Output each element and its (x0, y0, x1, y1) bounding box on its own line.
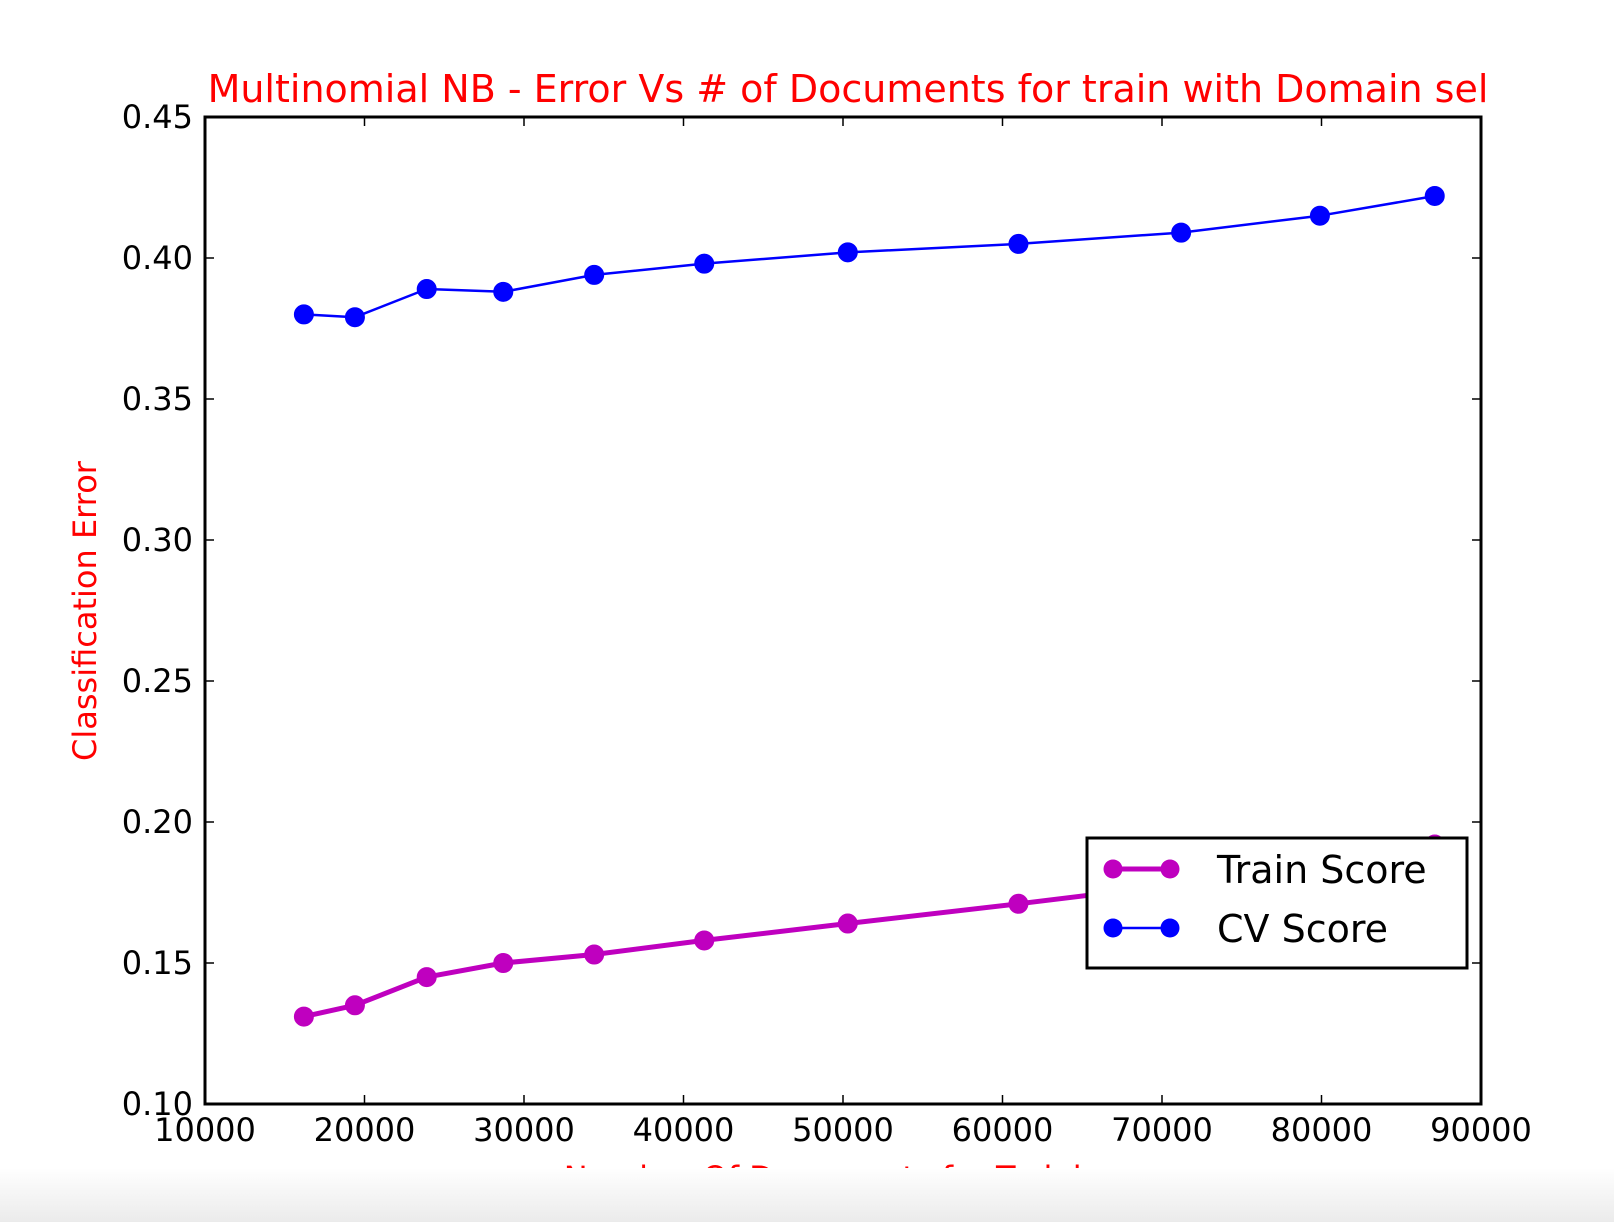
data-point-train-score (293, 1006, 314, 1027)
x-tick-label: 30000 (473, 1111, 575, 1149)
chart-title: Multinomial NB - Error Vs # of Documents… (208, 67, 1489, 111)
y-tick-label: 0.40 (122, 239, 193, 277)
y-tick-label: 0.25 (122, 662, 193, 700)
x-tick-label: 20000 (314, 1111, 416, 1149)
data-point-train-score (584, 944, 605, 965)
data-point-cv-score (344, 307, 365, 328)
data-point-train-score (694, 930, 715, 951)
y-tick-label: 0.35 (122, 380, 193, 418)
legend-swatch-marker (1160, 918, 1180, 938)
x-tick-label: 50000 (792, 1111, 894, 1149)
legend: Train Score CV Score (1085, 836, 1469, 970)
data-point-train-score (1008, 893, 1029, 914)
series-line-cv-score (303, 194, 1435, 319)
data-point-train-score (416, 967, 437, 988)
data-point-cv-score (416, 279, 437, 300)
x-tick-label: 90000 (1430, 1111, 1532, 1149)
data-point-cv-score (837, 242, 858, 263)
y-tick-label: 0.15 (122, 944, 193, 982)
data-point-cv-score (1008, 233, 1029, 254)
y-axis-label: Classification Error (66, 460, 104, 761)
data-point-cv-score (1171, 222, 1192, 243)
legend-label: CV Score (1217, 907, 1388, 951)
data-point-train-score (344, 995, 365, 1016)
legend-swatch-marker (1103, 918, 1123, 938)
data-point-cv-score (493, 281, 514, 302)
x-tick-label: 80000 (1271, 1111, 1373, 1149)
data-point-cv-score (1424, 185, 1445, 206)
y-tick-label: 0.10 (122, 1085, 193, 1123)
x-tick-label: 40000 (633, 1111, 735, 1149)
x-tick-label: 70000 (1111, 1111, 1213, 1149)
x-tick-label: 10000 (154, 1111, 256, 1149)
legend-entry-cv-score: CV Score (1103, 907, 1388, 951)
legend-swatch-marker (1103, 859, 1123, 879)
data-point-cv-score (293, 304, 314, 325)
data-point-train-score (493, 953, 514, 973)
legend-swatch-marker (1160, 859, 1180, 879)
y-tick-label: 0.45 (122, 98, 193, 136)
y-tick-label: 0.30 (122, 521, 193, 559)
legend-entry-train-score: Train Score (1103, 848, 1427, 892)
legend-box (1085, 836, 1469, 970)
window-bottom-edge (0, 1168, 1614, 1222)
legend-label: Train Score (1216, 848, 1427, 892)
x-tick-label: 60000 (952, 1111, 1054, 1149)
y-tick-label: 0.20 (122, 803, 193, 841)
data-point-cv-score (584, 264, 605, 285)
plot-frame (203, 115, 1483, 1106)
data-point-cv-score (1309, 205, 1330, 226)
data-point-cv-score (694, 253, 715, 274)
data-point-train-score (837, 913, 858, 934)
axis-ticks: 10000 20000 30000 40000 50000 60000 70000 80000… (122, 98, 1532, 1149)
series-cv-score (293, 185, 1445, 328)
